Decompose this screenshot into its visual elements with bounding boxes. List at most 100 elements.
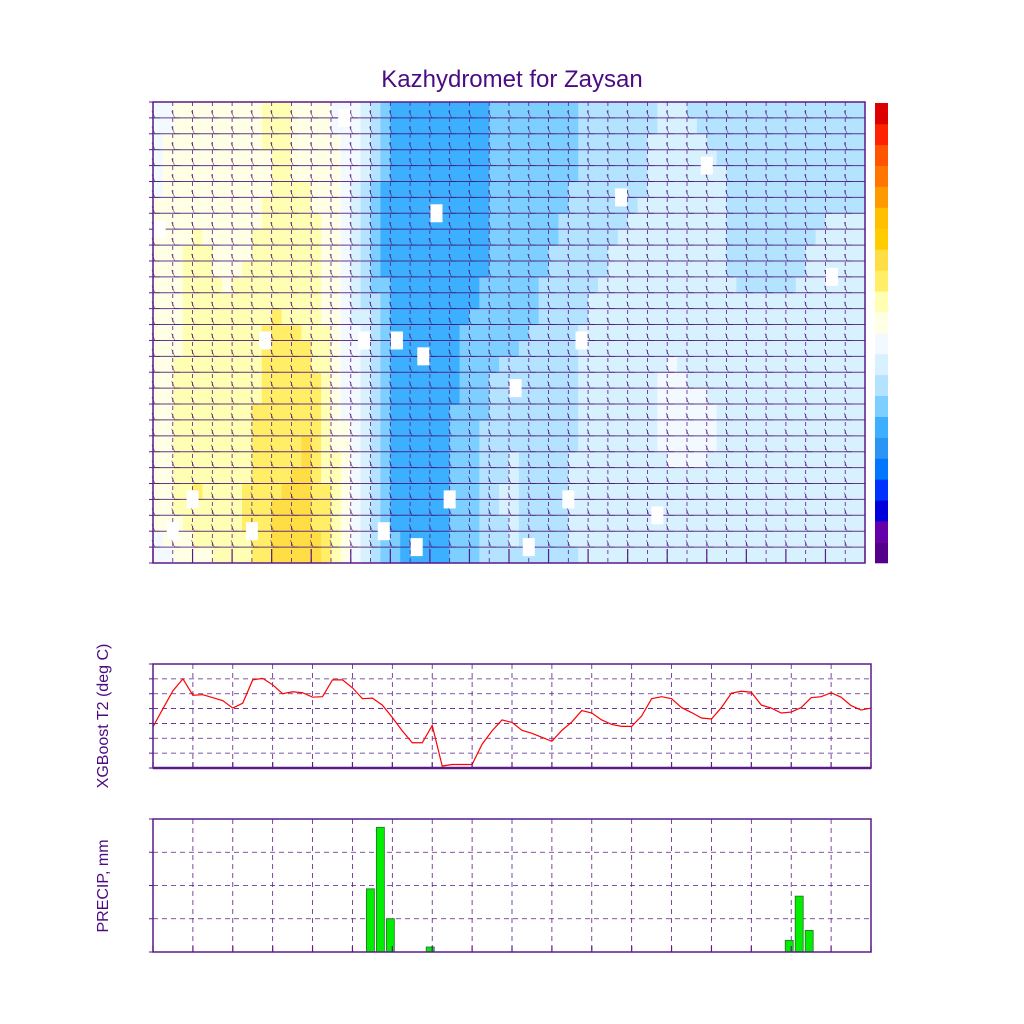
temp-cell: [261, 117, 273, 135]
temp-cell: [716, 515, 728, 532]
temp-cell: [687, 451, 698, 469]
temp-cell: [242, 404, 253, 421]
temp-cell: [528, 451, 540, 469]
temp-cell: [370, 276, 382, 294]
temp-cell: [637, 102, 649, 119]
temp-cell: [776, 435, 787, 453]
temp-cell: [538, 340, 550, 357]
temp-cell: [281, 547, 293, 564]
temp-cell: [855, 229, 866, 246]
temp-cell: [647, 547, 658, 564]
temp-cell: [736, 515, 747, 532]
temp-cell: [360, 292, 372, 310]
temp-cell: [568, 149, 579, 167]
temp-cell: [746, 435, 757, 453]
temp-cell: [677, 276, 688, 294]
temp-cell: [578, 435, 589, 453]
temp-cell: [281, 165, 293, 183]
temp-cell: [212, 531, 223, 548]
temp-cell: [845, 531, 856, 548]
temp-cell: [677, 117, 688, 135]
temp-cell: [489, 102, 500, 119]
temp-cell: [835, 499, 846, 516]
temp-cell: [429, 419, 441, 437]
temp-cell: [785, 451, 797, 469]
temp-cell: [400, 388, 411, 405]
temp-cell: [271, 245, 283, 262]
temp-cell: [845, 340, 856, 357]
temp-cell: [598, 213, 609, 230]
temp-cell: [687, 292, 698, 310]
temp-cell: [509, 229, 520, 246]
temp-cell: [331, 419, 342, 437]
temp-cell: [835, 451, 846, 469]
temp-cell: [578, 149, 589, 167]
temp-cell: [429, 499, 441, 516]
temp-cell: [340, 531, 352, 548]
temp-cell: [845, 229, 856, 246]
temp-cell: [291, 435, 302, 453]
temp-cell: [785, 181, 797, 198]
temp-cell: [360, 419, 372, 437]
temp-cell: [548, 245, 560, 262]
temp-cell: [756, 308, 767, 326]
temp-cell: [162, 213, 174, 230]
temp-cell: [588, 308, 599, 326]
temp-cell: [785, 197, 797, 214]
temp-cell: [578, 260, 589, 278]
temp-cell: [726, 340, 738, 357]
temp-cell: [340, 419, 352, 437]
temp-cell: [182, 292, 194, 310]
temp-cell: [479, 197, 490, 214]
temp-cell: [192, 388, 204, 405]
temp-cell: [321, 404, 332, 421]
temp-cell: [795, 451, 807, 469]
temp-cell: [637, 531, 649, 548]
temp-cell: [756, 276, 767, 294]
temp-cell: [400, 276, 411, 294]
temp-cell: [479, 276, 490, 294]
temp-cell: [162, 229, 174, 246]
temp-cell: [706, 117, 718, 135]
temp-cell: [756, 245, 767, 262]
temp-cell: [716, 435, 728, 453]
temp-cell: [795, 229, 807, 246]
temp-cell: [192, 133, 204, 151]
temp-cell: [677, 340, 688, 357]
temp-cell: [469, 276, 480, 294]
temp-cell: [756, 117, 767, 135]
temp-cell: [202, 419, 213, 437]
temp-cell: [607, 451, 619, 469]
temp-cell: [528, 324, 540, 342]
temp-cell: [766, 308, 777, 326]
temp-cell: [469, 547, 480, 564]
temp-cell: [785, 276, 797, 294]
temp-cell: [420, 499, 431, 516]
temp-cell: [795, 372, 807, 389]
temp-cell: [321, 149, 332, 167]
temp-cell: [627, 388, 639, 405]
temp-cell: [251, 245, 263, 262]
temp-cell: [340, 340, 352, 357]
temp-cell: [271, 308, 283, 326]
temp-cell: [627, 356, 639, 373]
temp-cell: [538, 483, 550, 501]
contour-label-bg: [245, 522, 258, 541]
temp-cell: [261, 483, 273, 501]
temp-cell: [617, 388, 629, 405]
temp-cell: [726, 531, 738, 548]
temp-cell: [509, 165, 520, 183]
temp-cell: [548, 197, 560, 214]
temp-cell: [301, 451, 312, 469]
contour-label-bg: [430, 204, 443, 223]
temp-cell: [301, 340, 312, 357]
contour-label-bg: [575, 331, 588, 350]
temp-cell: [746, 260, 757, 278]
temp-cell: [340, 213, 352, 230]
temp-cell: [400, 197, 411, 214]
temp-cell: [153, 372, 164, 389]
temp-cell: [835, 102, 846, 119]
temp-cell: [390, 149, 401, 167]
temp-cell: [439, 515, 451, 532]
temp-cell: [696, 292, 708, 310]
